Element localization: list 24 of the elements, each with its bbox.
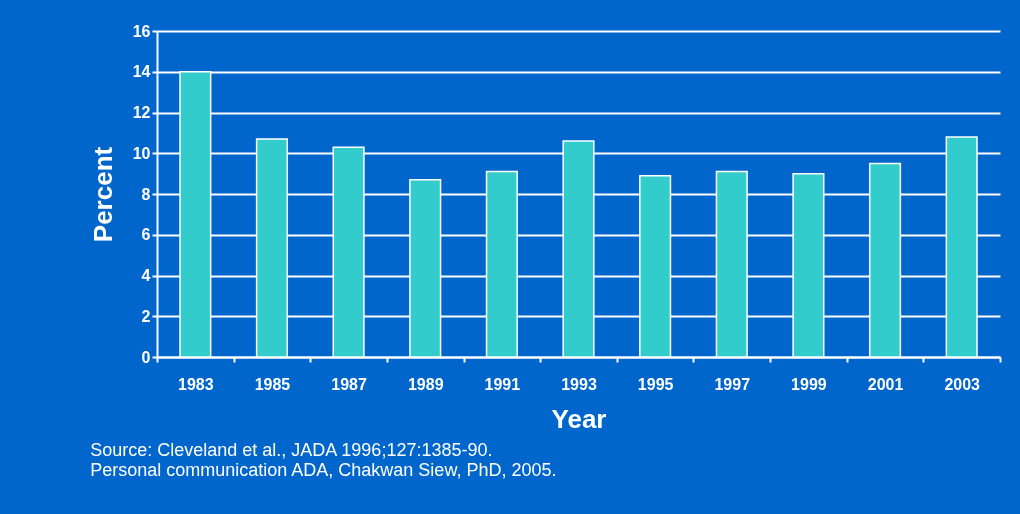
- x-tick-label: 1999: [791, 375, 827, 393]
- y-tick-label: 6: [141, 226, 151, 244]
- y-tick-label: 14: [132, 63, 151, 81]
- source-note: Source: Cleveland et al., JADA 1996;127:1385-90.: [90, 440, 493, 460]
- y-tick-label: 10: [132, 144, 151, 162]
- text: Personal communication ADA, Chakwan Siew, PhD, 2005.: [90, 460, 557, 480]
- x-tick-label: 1991: [484, 375, 521, 393]
- x-tick-label: 1997: [714, 375, 751, 393]
- x-tick-label: 1993: [561, 375, 597, 393]
- y-tick-label: 2: [141, 307, 151, 325]
- x-tick-label: 2003: [944, 375, 981, 393]
- x-tick-label: 1989: [407, 375, 444, 393]
- y-tick-label: 16: [132, 22, 151, 40]
- x-tick-label: 2001: [867, 375, 904, 393]
- x-tick-label: 1983: [178, 375, 214, 393]
- y-tick-label: 4: [141, 267, 151, 284]
- y-axis-title: Percent: [87, 146, 118, 243]
- y-tick-label: 8: [141, 185, 151, 203]
- y-tick-label: 12: [132, 104, 151, 121]
- x-axis-title: Year: [551, 403, 607, 434]
- y-tick-label: 0: [141, 348, 151, 366]
- x-tick-label: 1987: [331, 375, 367, 393]
- x-tick-label: 1995: [637, 375, 674, 393]
- x-tick-label: 1985: [254, 375, 291, 393]
